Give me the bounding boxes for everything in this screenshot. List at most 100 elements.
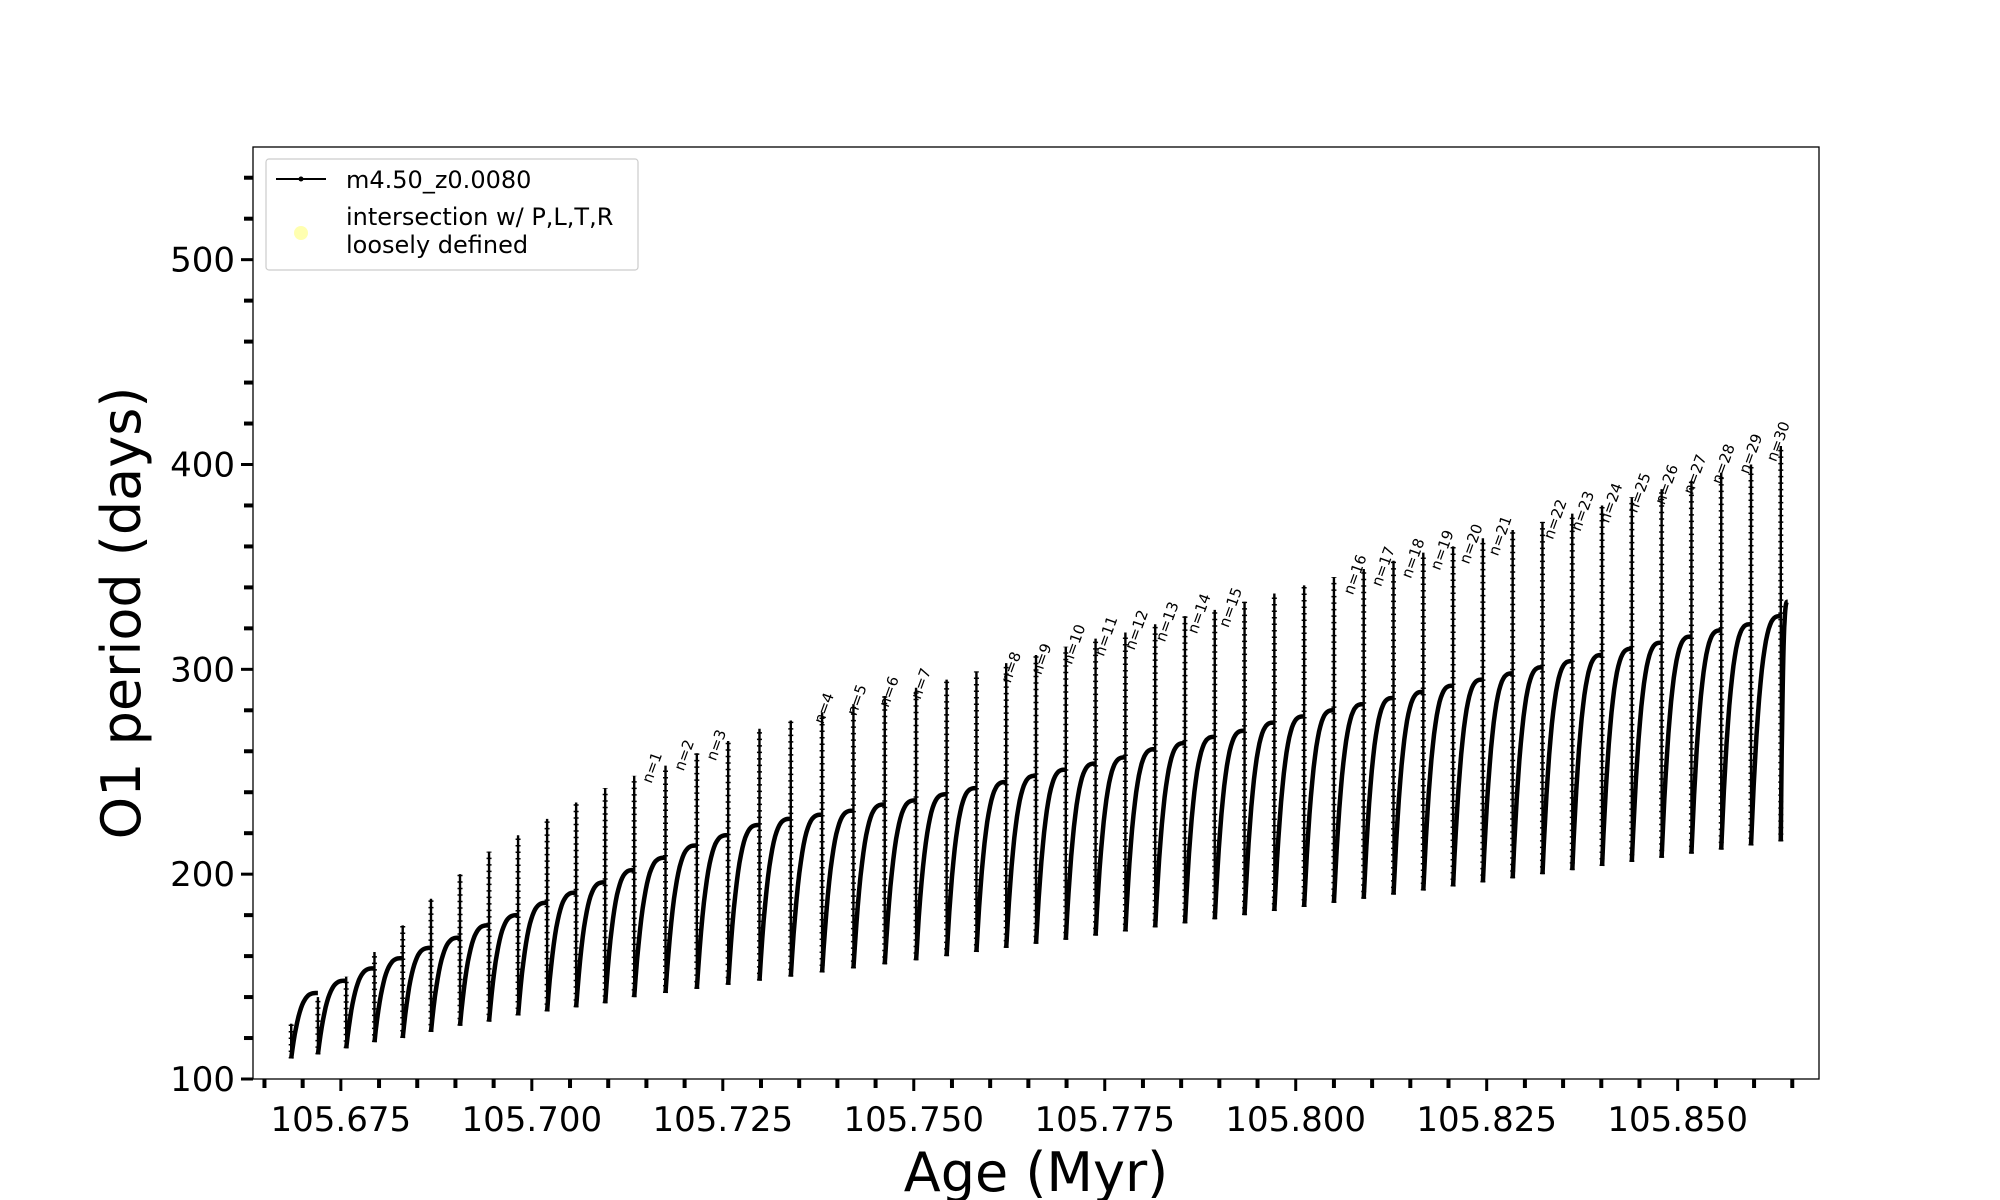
series-cycle-36 bbox=[1331, 701, 1364, 903]
series-cycle-40 bbox=[1450, 677, 1483, 887]
series-cycle-27 bbox=[1063, 761, 1096, 940]
cycle-label: n=16 bbox=[1340, 552, 1371, 597]
series-cycle-21 bbox=[882, 798, 917, 965]
cycle-label: n=14 bbox=[1184, 591, 1215, 636]
series-cycle-25 bbox=[1003, 773, 1037, 949]
series-cycle-16 bbox=[725, 822, 760, 985]
series-cycle-48 bbox=[1689, 628, 1722, 854]
ticks-layer: 100 200 300 400 500 105.675 105.700 105.725 105.… bbox=[170, 175, 1795, 1140]
plot-frame bbox=[252, 146, 1820, 1080]
series-cycle-49 bbox=[1718, 622, 1751, 850]
series-cycle-33 bbox=[1242, 720, 1275, 916]
cycle-label: n=22 bbox=[1540, 497, 1571, 542]
series-cycle-22 bbox=[913, 792, 947, 961]
x-tick-label: 105.850 bbox=[1607, 1100, 1748, 1140]
legend-intersection-marker bbox=[294, 226, 308, 240]
cycle-label: n=3 bbox=[702, 727, 730, 763]
series-cycle-24 bbox=[974, 779, 1007, 953]
cycle-label: n=27 bbox=[1679, 452, 1710, 497]
series-cycle-17 bbox=[757, 816, 791, 981]
legend-label-line: intersection w/ P,L,T,R bbox=[346, 203, 613, 231]
cycle-label: n=25 bbox=[1624, 470, 1655, 515]
cycle-label: n=28 bbox=[1708, 442, 1739, 487]
series-cycle-14 bbox=[663, 843, 697, 994]
series-cycle-26 bbox=[1033, 767, 1066, 944]
series-cycle-44 bbox=[1570, 652, 1603, 871]
series-cycle-5 bbox=[400, 945, 431, 1039]
cycle-label: n=8 bbox=[997, 649, 1025, 685]
cycle-label: n=26 bbox=[1651, 462, 1682, 507]
cycle-label: n=4 bbox=[810, 690, 838, 726]
x-tick-label: 105.675 bbox=[271, 1100, 412, 1140]
cycle-label: n=2 bbox=[670, 737, 698, 773]
cycle-label: n=6 bbox=[875, 674, 903, 710]
y-tick-label: 300 bbox=[170, 650, 235, 690]
series-cycle-39 bbox=[1421, 683, 1454, 891]
series-cycle-41 bbox=[1480, 671, 1513, 883]
cycle-label: n=9 bbox=[1028, 641, 1056, 677]
cycle-label: n=30 bbox=[1763, 419, 1794, 464]
legend-label-line: loosely defined bbox=[346, 231, 528, 259]
series-cycle-8 bbox=[486, 912, 519, 1022]
y-tick-label: 400 bbox=[170, 445, 235, 485]
series-cycle-46 bbox=[1629, 640, 1662, 863]
cycle-label: n=21 bbox=[1485, 513, 1516, 558]
x-tick-label: 105.775 bbox=[1034, 1100, 1175, 1140]
series-cycle-19 bbox=[819, 808, 854, 973]
series-cycle-12 bbox=[602, 867, 635, 1004]
series-cycle-15 bbox=[694, 832, 729, 990]
legend-label-intersection: intersection w/ P,L,T,R loosely defined bbox=[346, 203, 613, 259]
x-tick-label: 105.750 bbox=[843, 1100, 984, 1140]
series-cycle-9 bbox=[515, 900, 548, 1016]
cycle-label: n=12 bbox=[1121, 607, 1152, 652]
series-cycle-45 bbox=[1599, 646, 1632, 867]
cycle-label: n=5 bbox=[843, 682, 871, 718]
cycle-label: n=24 bbox=[1595, 480, 1626, 525]
series-cycle-10 bbox=[544, 890, 577, 1012]
series-cycle-29 bbox=[1123, 746, 1156, 932]
legend-label-series: m4.50_z0.0080 bbox=[346, 166, 531, 194]
x-axis-title: Age (Myr) bbox=[904, 1141, 1169, 1200]
series-cycle-18 bbox=[788, 812, 823, 977]
series-cycle-35 bbox=[1301, 708, 1334, 908]
series-cycle-42 bbox=[1510, 665, 1543, 879]
legend-line-dot bbox=[298, 176, 304, 182]
series-cycle-6 bbox=[428, 935, 460, 1033]
series-cycle-4 bbox=[372, 955, 403, 1043]
cycle-label: n=13 bbox=[1152, 599, 1183, 644]
x-tick-label: 105.725 bbox=[652, 1100, 793, 1140]
cycle-label: n=15 bbox=[1215, 585, 1246, 630]
y-tick-label: 500 bbox=[170, 241, 235, 281]
x-tick-label: 105.800 bbox=[1225, 1100, 1366, 1140]
cycle-label: n=23 bbox=[1567, 489, 1598, 534]
cycle-label: n=29 bbox=[1735, 431, 1766, 476]
series-cycle-23 bbox=[944, 785, 977, 957]
series-cycle-32 bbox=[1212, 728, 1245, 920]
series-cycle-28 bbox=[1093, 755, 1126, 936]
series-cycle-31 bbox=[1182, 734, 1215, 924]
cycle-label: n=1 bbox=[638, 750, 666, 786]
series-cycle-50 bbox=[1748, 613, 1781, 846]
series-cycle-7 bbox=[457, 923, 489, 1026]
y-tick-label: 100 bbox=[170, 1060, 235, 1100]
plot-data-layer bbox=[288, 446, 1789, 1059]
x-tick-label: 105.825 bbox=[1416, 1100, 1557, 1140]
series-cycle-3 bbox=[343, 966, 375, 1049]
y-axis-title: O1 period (days) bbox=[90, 387, 153, 840]
series-cycle-30 bbox=[1152, 740, 1185, 928]
series-cycle-37 bbox=[1361, 695, 1394, 899]
x-tick-label: 105.700 bbox=[462, 1100, 603, 1140]
cycle-label: n=7 bbox=[907, 666, 935, 702]
series-cycle-1 bbox=[288, 990, 318, 1059]
series-cycle-43 bbox=[1540, 658, 1573, 875]
cycle-label: n=11 bbox=[1090, 614, 1121, 659]
series-cycle-47 bbox=[1659, 634, 1692, 858]
y-tick-label: 200 bbox=[170, 855, 235, 895]
series-cycle-34 bbox=[1272, 714, 1305, 912]
cycle-label: n=10 bbox=[1058, 622, 1089, 667]
series-cycle-13 bbox=[631, 855, 666, 998]
legend: m4.50_z0.0080 intersection w/ P,L,T,R loo… bbox=[265, 158, 639, 271]
legend-box bbox=[265, 158, 639, 271]
series-cycle-11 bbox=[573, 880, 606, 1008]
